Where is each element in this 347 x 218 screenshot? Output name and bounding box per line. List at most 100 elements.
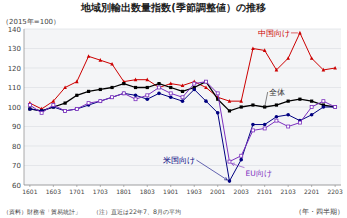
point [28, 107, 32, 111]
grid-line [24, 146, 341, 147]
x-tick-label: 2001 [210, 188, 225, 195]
point [333, 66, 337, 70]
x-axis [24, 185, 341, 186]
x-tick-label: 1903 [187, 188, 202, 195]
point [240, 154, 243, 157]
series-line [30, 82, 335, 162]
point [110, 62, 114, 66]
x-tick [53, 185, 54, 187]
point [28, 104, 31, 107]
point [204, 80, 207, 83]
grid-line [24, 29, 341, 30]
point [275, 119, 278, 122]
point [87, 102, 90, 105]
x-axis-label: （年・四半期） [295, 208, 344, 216]
series-label: 全体 [269, 88, 285, 97]
point [87, 90, 90, 93]
grid-line [24, 165, 341, 166]
x-tick-label: 1601 [22, 188, 37, 195]
point [134, 78, 138, 82]
point [122, 82, 125, 85]
point [286, 113, 290, 117]
point [251, 46, 255, 50]
point [298, 98, 301, 101]
point [239, 158, 243, 162]
point [204, 85, 208, 89]
point [63, 102, 66, 105]
point [134, 94, 138, 98]
x-tick [311, 185, 312, 187]
point [251, 103, 254, 106]
point [75, 107, 78, 110]
point [334, 106, 337, 109]
label-arrow [231, 163, 234, 166]
x-tick [194, 185, 195, 187]
point [169, 82, 173, 86]
point [181, 83, 185, 87]
point [63, 85, 67, 89]
point [63, 109, 67, 113]
point [52, 104, 55, 107]
point [192, 88, 196, 92]
y-tick-label: 90 [12, 123, 21, 131]
x-tick [29, 185, 30, 187]
point [251, 129, 254, 132]
series-line [30, 89, 335, 181]
x-tick [76, 185, 77, 187]
point [310, 100, 313, 103]
point [122, 92, 126, 96]
series-label: 米国向け [163, 156, 195, 165]
point [99, 100, 102, 103]
label-leader [231, 164, 244, 168]
point [263, 123, 267, 127]
x-tick [123, 185, 124, 187]
point [75, 107, 79, 111]
point [310, 113, 314, 117]
point [28, 107, 31, 110]
point [204, 99, 208, 103]
point [322, 105, 326, 109]
point [169, 86, 172, 89]
grid-line [24, 126, 341, 127]
grid-line [24, 185, 341, 186]
title: 地域別輸出数量指数(季節調整値）の推移 [80, 2, 266, 13]
point [146, 86, 149, 89]
x-tick-label: 2201 [304, 188, 319, 195]
x-tick-label: 2103 [281, 188, 296, 195]
x-tick-label: 2101 [257, 188, 272, 195]
point [122, 92, 125, 95]
y-axis-label: （2015年=100） [2, 18, 60, 26]
point [286, 56, 290, 60]
point [134, 98, 137, 101]
point [52, 99, 56, 103]
series-line [30, 33, 335, 109]
point [204, 80, 207, 83]
y-tick-label: 100 [8, 104, 21, 112]
x-tick-label: 1803 [140, 188, 155, 195]
y-tick-label: 120 [8, 65, 21, 73]
grid-line [24, 107, 341, 108]
point [145, 78, 149, 82]
point [146, 94, 149, 97]
point [169, 95, 173, 99]
plot-background [24, 29, 341, 185]
label-leader [291, 32, 298, 33]
x-tick [264, 185, 265, 187]
point [275, 68, 279, 72]
point [181, 90, 184, 93]
point [75, 80, 79, 84]
y-tick-label: 80 [12, 143, 21, 151]
grid-line [24, 68, 341, 69]
point [110, 95, 114, 99]
point [310, 106, 313, 109]
x-tick-label: 1703 [93, 188, 108, 195]
point [322, 68, 326, 72]
series-label: EU向け [245, 169, 271, 178]
point [75, 94, 78, 97]
point [239, 99, 243, 103]
point [40, 111, 43, 114]
point [145, 97, 149, 101]
x-tick-label: 1701 [69, 188, 84, 195]
x-tick [147, 185, 148, 187]
point [216, 92, 219, 95]
